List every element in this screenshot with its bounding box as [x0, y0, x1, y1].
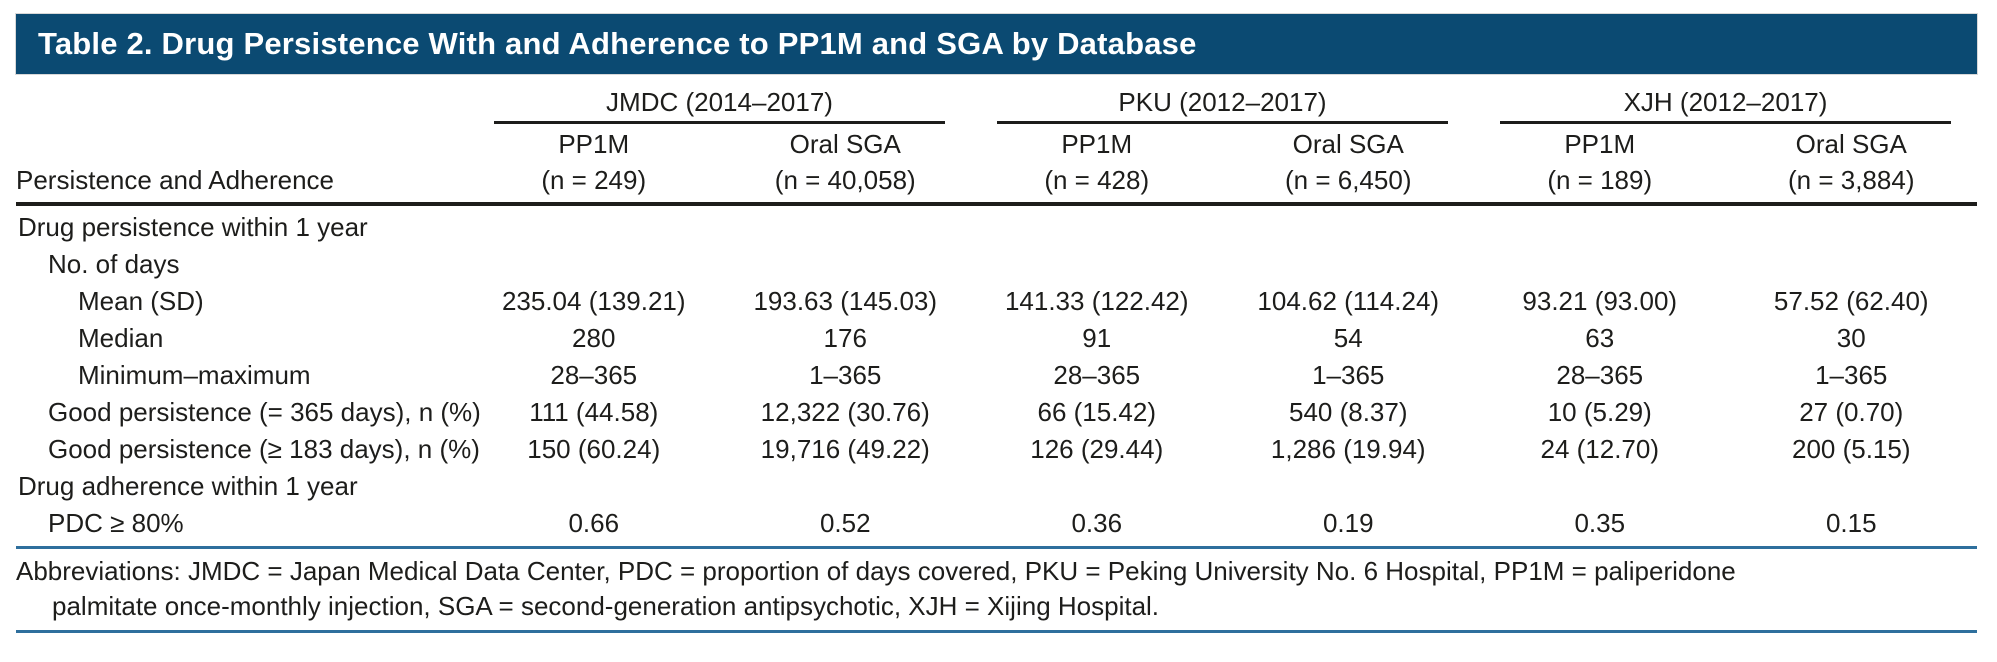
row-label: Drug persistence within 1 year: [18, 212, 368, 242]
table-title: Table 2. Drug Persistence With and Adher…: [38, 26, 1197, 61]
table-cell: 1,286 (19.94): [1270, 434, 1426, 464]
table-cell: [720, 209, 972, 246]
table-title-bar: Table 2. Drug Persistence With and Adher…: [16, 14, 1977, 74]
table-cell: [1726, 209, 1978, 246]
table-cell: 193.63 (145.03): [753, 286, 938, 316]
column-header-jmdc-sga: Oral SGA: [789, 129, 901, 159]
table-cell: [971, 209, 1223, 246]
table-cell: [468, 468, 720, 505]
n-jmdc-sga: (n = 40,058): [774, 165, 916, 195]
table-cell: 235.04 (139.21): [501, 286, 686, 316]
group-header-xjh: XJH (2012–2017): [1500, 78, 1951, 124]
table-cell: 54: [1333, 323, 1363, 353]
table-cell: 1–365: [1312, 360, 1385, 390]
table-cell: 0.66: [568, 508, 620, 538]
table-cell: 93.21 (93.00): [1522, 286, 1678, 316]
row-label: Drug adherence within 1 year: [18, 471, 358, 501]
footer-top-rule: [16, 546, 1977, 549]
table-cell: [468, 246, 720, 283]
abbreviations-line-2: palmitate once-monthly injection, SGA = …: [52, 591, 1160, 621]
table-cell: [971, 246, 1223, 283]
footer-bottom-rule: [16, 630, 1977, 633]
table-cell: 28–365: [550, 360, 638, 390]
table-cell: [468, 209, 720, 246]
table-cell: 28–365: [1053, 360, 1141, 390]
n-pku-pp1m: (n = 428): [1044, 165, 1150, 195]
table-cell: [1223, 468, 1475, 505]
n-xjh-pp1m: (n = 189): [1547, 165, 1653, 195]
table-cell: 141.33 (122.42): [1004, 286, 1189, 316]
table-cell: 1–365: [1815, 360, 1888, 390]
table-cell: [1474, 246, 1726, 283]
table-cell: 0.36: [1071, 508, 1123, 538]
row-header-label: Persistence and Adherence: [16, 165, 334, 195]
row-label: Mean (SD): [78, 286, 204, 316]
n-pku-sga: (n = 6,450): [1285, 165, 1412, 195]
table-cell: [1474, 468, 1726, 505]
row-label: Median: [78, 323, 164, 353]
row-label: Good persistence (= 365 days), n (%): [48, 397, 481, 427]
table-cell: 0.35: [1574, 508, 1626, 538]
table-cell: [720, 246, 972, 283]
group-header-pku: PKU (2012–2017): [997, 78, 1448, 124]
table-cell: 28–365: [1556, 360, 1644, 390]
data-table: JMDC (2014–2017) PKU (2012–2017) XJH (20…: [16, 78, 1977, 542]
table-cell: 540 (8.37): [1288, 397, 1408, 427]
table-cell: 1–365: [809, 360, 882, 390]
table-cell: 0.19: [1322, 508, 1374, 538]
table-cell: 0.15: [1825, 508, 1877, 538]
table-cell: 0.52: [819, 508, 871, 538]
table-cell: 10 (5.29): [1547, 397, 1652, 427]
table-cell: 63: [1585, 323, 1615, 353]
table-cell: 19,716 (49.22): [760, 434, 930, 464]
table-cell: 27 (0.70): [1799, 397, 1904, 427]
column-header-xjh-sga: Oral SGA: [1795, 129, 1907, 159]
row-label: Good persistence (≥ 183 days), n (%): [48, 434, 480, 464]
row-label: PDC ≥ 80%: [48, 508, 184, 538]
table-cell: 150 (60.24): [527, 434, 661, 464]
table-cell: [720, 468, 972, 505]
table-cell: 24 (12.70): [1540, 434, 1660, 464]
row-label: No. of days: [48, 249, 180, 279]
table-cell: [1726, 468, 1978, 505]
column-header-pku-sga: Oral SGA: [1292, 129, 1404, 159]
header-divider: [16, 199, 1977, 206]
table-cell: 104.62 (114.24): [1257, 286, 1440, 316]
table-cell: 30: [1836, 323, 1866, 353]
abbreviations-line-1: Abbreviations: JMDC = Japan Medical Data…: [16, 556, 1736, 586]
table-cell: [1223, 209, 1475, 246]
table-cell: 126 (29.44): [1030, 434, 1164, 464]
abbreviations-note: Abbreviations: JMDC = Japan Medical Data…: [16, 549, 1977, 624]
header-spacer: [16, 124, 468, 161]
table-cell: 280: [572, 323, 616, 353]
table-cell: 57.52 (62.40): [1773, 286, 1929, 316]
n-xjh-sga: (n = 3,884): [1788, 165, 1915, 195]
table-cell: [1474, 209, 1726, 246]
table-cell: [1726, 246, 1978, 283]
column-header-jmdc-pp1m: PP1M: [558, 129, 630, 159]
table-cell: 66 (15.42): [1037, 397, 1157, 427]
table-cell: 200 (5.15): [1791, 434, 1911, 464]
table-cell: 176: [823, 323, 867, 353]
column-header-xjh-pp1m: PP1M: [1564, 129, 1636, 159]
table-cell: 12,322 (30.76): [760, 397, 930, 427]
table-cell: 111 (44.58): [529, 397, 659, 427]
n-jmdc-pp1m: (n = 249): [541, 165, 647, 195]
table-cell: 91: [1082, 323, 1112, 353]
table-cell: [971, 468, 1223, 505]
column-header-pku-pp1m: PP1M: [1061, 129, 1133, 159]
row-label: Minimum–maximum: [78, 360, 311, 390]
header-spacer: [16, 78, 468, 124]
group-header-jmdc: JMDC (2014–2017): [494, 78, 945, 124]
table-cell: [1223, 246, 1475, 283]
